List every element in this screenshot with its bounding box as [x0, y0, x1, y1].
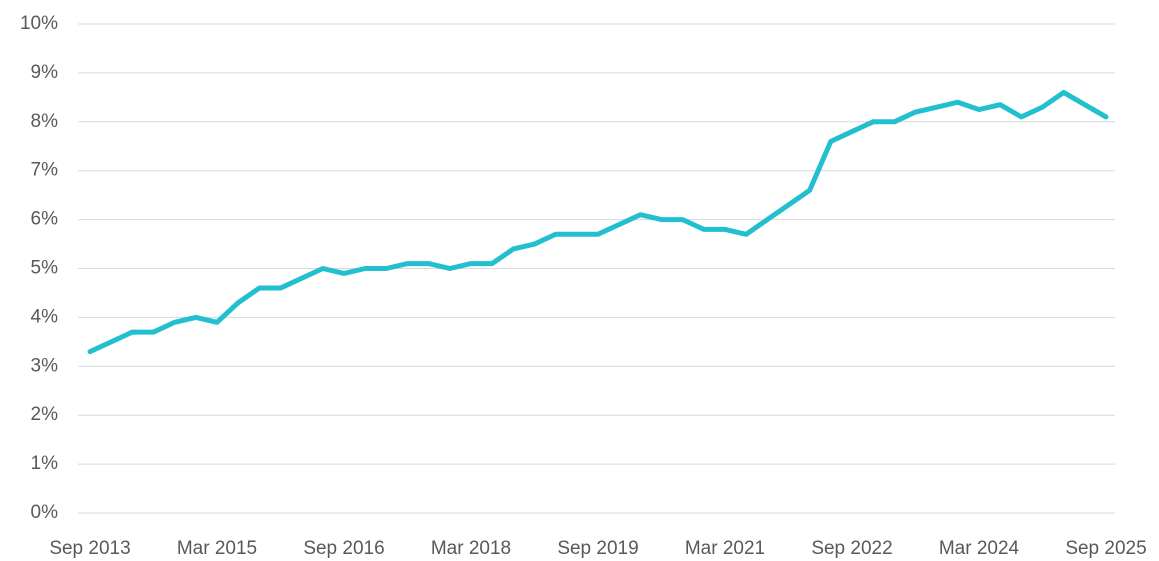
y-tick-label: 6% — [31, 209, 59, 230]
x-tick-label: Sep 2016 — [303, 538, 384, 559]
x-tick-label: Mar 2015 — [177, 538, 257, 559]
y-tick-label: 10% — [20, 13, 58, 34]
x-tick-label: Mar 2024 — [939, 538, 1020, 559]
x-tick-label: Sep 2019 — [557, 538, 638, 559]
y-tick-label: 7% — [31, 160, 59, 181]
y-tick-label: 5% — [31, 258, 59, 279]
y-tick-label: 1% — [31, 453, 59, 474]
x-tick-label: Mar 2018 — [431, 538, 511, 559]
y-tick-label: 4% — [31, 306, 59, 327]
y-tick-label: 2% — [31, 404, 59, 425]
y-tick-label: 8% — [31, 111, 59, 132]
data-line — [87, 89, 1109, 355]
y-tick-label: 0% — [31, 502, 59, 523]
x-tick-label: Sep 2025 — [1065, 538, 1146, 559]
x-tick-label: Sep 2013 — [49, 538, 130, 559]
y-tick-label: 9% — [31, 62, 59, 83]
x-tick-label: Sep 2022 — [811, 538, 892, 559]
y-tick-label: 3% — [31, 355, 59, 376]
x-tick-label: Mar 2021 — [685, 538, 765, 559]
